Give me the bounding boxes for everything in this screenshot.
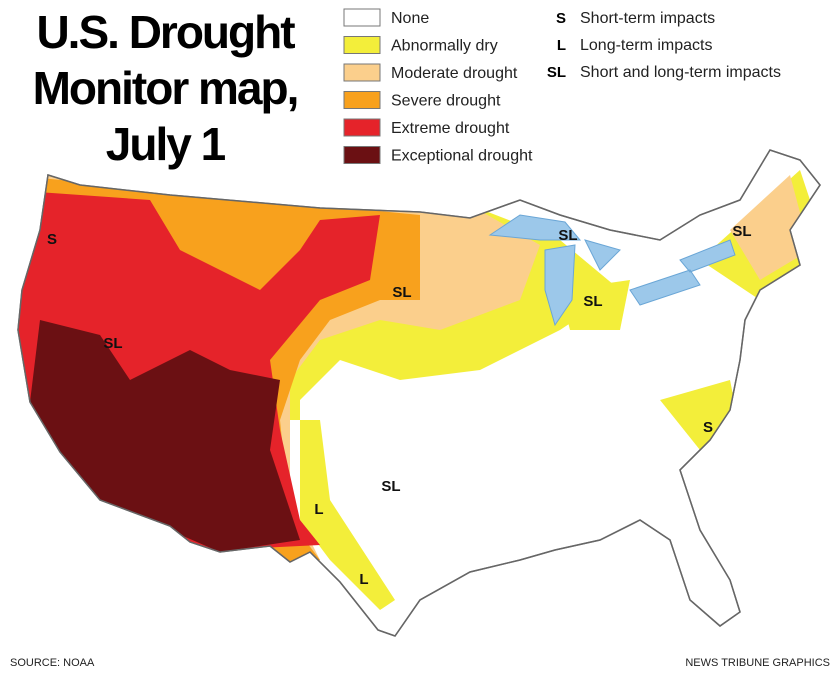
impact-legend: S Short-term impacts L Long-term impacts SL S… (547, 10, 781, 81)
impact-label: L (314, 501, 323, 518)
legend-label: Exceptional drought (391, 148, 533, 165)
impact-label: S (703, 419, 713, 436)
impact-label: Short-term impacts (580, 10, 715, 27)
impact-label: SL (583, 293, 602, 310)
source: SOURCE: NOAA (10, 657, 95, 669)
credit: NEWS TRIBUNE GRAPHICS (685, 657, 830, 669)
impact-label: SL (558, 227, 577, 244)
legend-swatch (343, 36, 381, 54)
legend-label: Extreme drought (391, 120, 510, 137)
legend-swatch (343, 63, 381, 82)
impact-code: S (556, 10, 566, 27)
legend-label: Moderate drought (391, 65, 518, 82)
impact-label: SL (392, 284, 411, 301)
legend-label: Severe drought (391, 93, 501, 110)
impact-code: SL (547, 64, 566, 81)
impact-code: L (557, 37, 566, 54)
legend: None Abnormally dry Moderate drought Severe… (343, 8, 533, 165)
map (17, 149, 821, 637)
impact-label: L (359, 571, 368, 588)
impact-label: S (47, 231, 57, 248)
legend-label: None (391, 10, 429, 27)
legend-swatch (343, 146, 381, 164)
impact-label: Long-term impacts (580, 37, 713, 54)
title-line: July 1 (106, 118, 226, 170)
legend-label: Abnormally dry (391, 38, 498, 55)
legend-swatch (343, 8, 381, 27)
impact-label: SL (381, 478, 400, 495)
impact-label: SL (732, 223, 751, 240)
title-line: Monitor map, (33, 62, 298, 114)
impact-label: Short and long-term impacts (580, 64, 781, 81)
impact-labels: S SL SL SL SL SL S SL L L (47, 223, 752, 588)
title-line: U.S. Drought (36, 6, 295, 58)
legend-swatch (343, 91, 381, 109)
legend-swatch (343, 118, 381, 137)
impact-label: SL (103, 335, 122, 352)
